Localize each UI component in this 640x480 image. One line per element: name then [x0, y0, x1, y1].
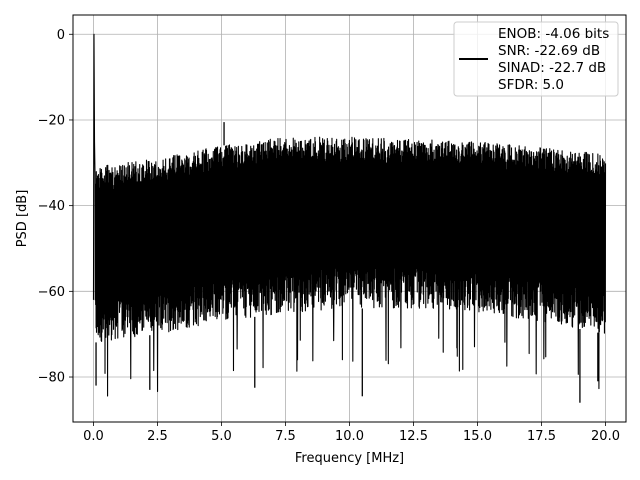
legend-snr: SNR: -22.69 dB [498, 43, 600, 59]
ticks: 0.0 2.5 5.0 7.5 10.0 12.5 15.0 17.5 20.0 0 −20 −40 −… [38, 28, 620, 444]
x-tick-label: 2.5 [147, 429, 168, 444]
x-tick-label: 7.5 [275, 429, 296, 444]
x-tick-label: 10.0 [335, 429, 364, 444]
y-tick-label: −20 [38, 113, 65, 128]
psd-series-line [92, 33, 607, 397]
x-tick-label: 15.0 [463, 429, 492, 444]
y-tick-label: −80 [38, 371, 65, 386]
x-tick-label: 17.5 [527, 429, 556, 444]
y-axis-label: PSD [dB] [15, 190, 30, 248]
x-axis-label: Frequency [MHz] [295, 451, 404, 466]
data-series [92, 33, 607, 403]
legend-sinad: SINAD: -22.7 dB [498, 60, 606, 76]
legend-box [453, 21, 619, 97]
y-tick-label: −60 [38, 285, 65, 300]
legend-sfdr: SFDR: 5.0 [498, 77, 564, 93]
y-tick-label: 0 [57, 28, 65, 43]
legend-enob: ENOB: -4.06 bits [498, 26, 609, 42]
x-tick-label: 12.5 [399, 429, 428, 444]
y-tick-label: −40 [38, 199, 65, 214]
legend: ENOB: -4.06 bits SNR: -22.69 dB SINAD: -… [453, 21, 619, 97]
x-tick-label: 20.0 [591, 429, 620, 444]
x-tick-label: 0.0 [83, 429, 104, 444]
x-tick-label: 5.0 [211, 429, 232, 444]
